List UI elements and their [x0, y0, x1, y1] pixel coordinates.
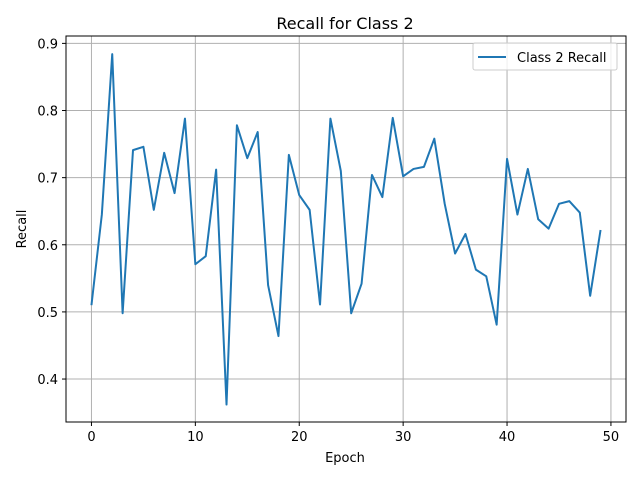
y-tick-label: 0.6 [37, 239, 58, 254]
legend-label: Class 2 Recall [517, 51, 607, 66]
y-ticks: 0.4 0.5 0.6 0.7 0.8 0.9 [37, 37, 66, 388]
y-tick-label: 0.9 [37, 37, 58, 52]
x-tick-label: 50 [603, 430, 620, 445]
x-axis-label: Epoch [325, 451, 365, 466]
x-tick-label: 0 [87, 430, 95, 445]
y-tick-label: 0.8 [37, 105, 58, 120]
legend: Class 2 Recall [472, 42, 618, 71]
x-tick-label: 40 [499, 430, 516, 445]
x-tick-label: 10 [187, 430, 204, 445]
x-tick-label: 20 [291, 430, 308, 445]
y-tick-label: 0.5 [37, 306, 58, 321]
y-tick-label: 0.7 [37, 172, 58, 187]
x-tick-label: 30 [395, 430, 412, 445]
y-axis-label: Recall [15, 210, 30, 249]
series-line [90, 53, 602, 406]
series-group [90, 53, 602, 406]
chart-title: Recall for Class 2 [276, 14, 413, 33]
legend-box [472, 42, 618, 71]
y-tick-label: 0.4 [37, 373, 58, 388]
x-ticks: 0 10 20 30 40 50 [87, 422, 619, 445]
plot-frame [65, 35, 627, 423]
